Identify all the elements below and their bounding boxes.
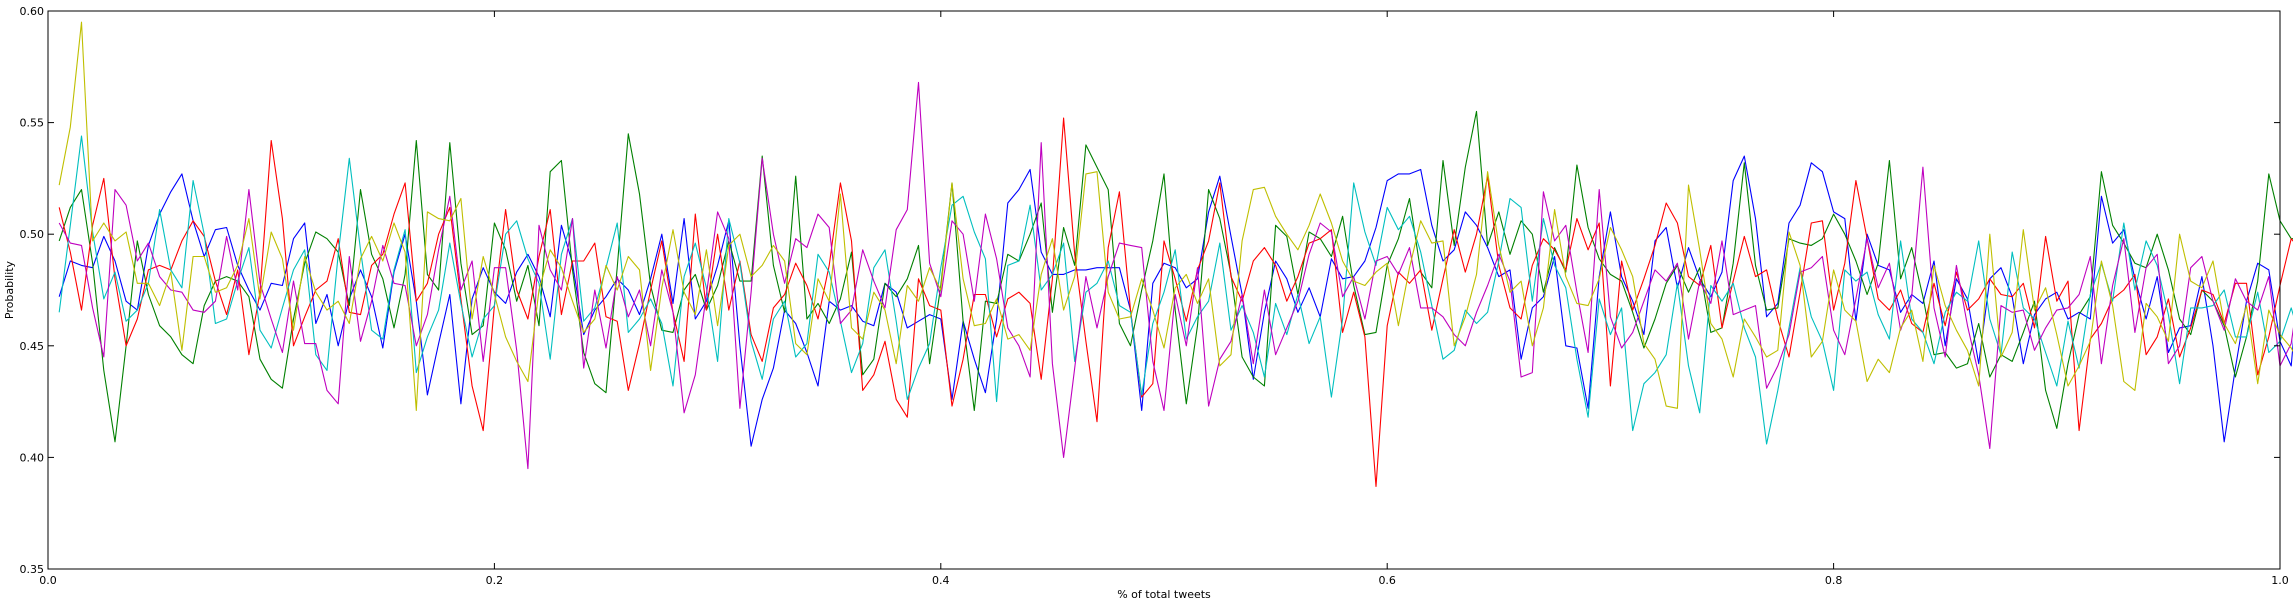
y-axis-label: Probability [3,260,16,319]
x-tick-label: 1.0 [2271,574,2289,587]
y-tick-label: 0.55 [20,117,45,130]
y-tick-label: 0.60 [20,5,45,18]
y-tick-label: 0.40 [20,451,45,464]
plot-frame [47,10,2281,570]
x-tick-label: 0.8 [1825,574,1843,587]
y-tick-label: 0.35 [20,563,45,576]
ticks-layer: 0.0 0.2 0.4 0.6 0.8 1.0 0.35 0.40 0.45 0.50 0.55 0.… [20,5,2289,587]
series-line-2 [58,117,2293,487]
series-line-1 [58,110,2293,443]
series-line-4 [58,81,2293,470]
x-axis-label: % of total tweets [1117,588,1211,601]
series-layer [58,21,2293,487]
series-line-3 [58,135,2293,445]
x-tick-label: 0.4 [932,574,950,587]
series-line-0 [58,155,2293,447]
y-tick-label: 0.45 [20,340,45,353]
y-tick-label: 0.50 [20,228,45,241]
x-tick-label: 0.2 [486,574,504,587]
x-tick-label: 0.6 [1378,574,1396,587]
x-tick-label: 0.0 [39,574,57,587]
series-line-5 [58,21,2293,412]
